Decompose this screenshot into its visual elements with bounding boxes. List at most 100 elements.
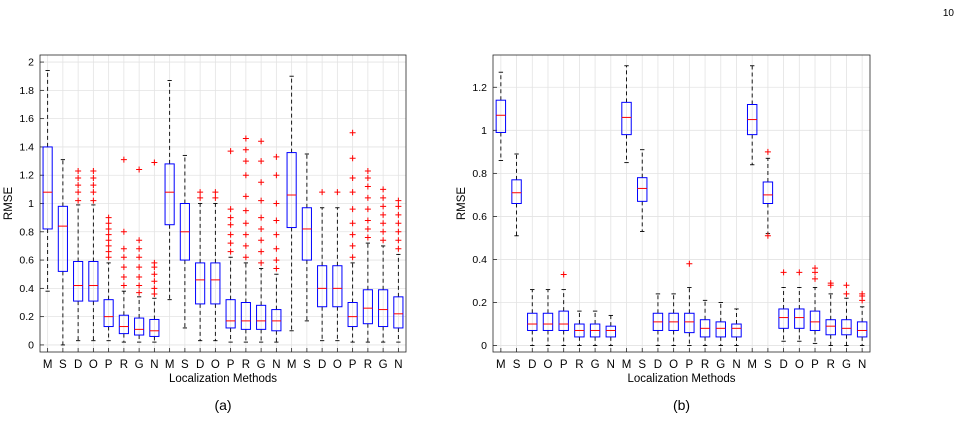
outlier-marker xyxy=(151,278,158,285)
box-iqr xyxy=(495,99,507,133)
box-N xyxy=(393,197,404,343)
outlier-marker xyxy=(349,189,356,196)
outlier-marker xyxy=(227,240,234,247)
box-iqr xyxy=(57,205,68,272)
outlier-marker xyxy=(395,203,402,210)
outlier-marker xyxy=(242,158,249,165)
outlier-marker xyxy=(319,189,326,196)
outlier-marker xyxy=(136,245,143,252)
outlier-marker xyxy=(395,228,402,235)
box-R xyxy=(574,310,585,346)
outlier-marker xyxy=(212,189,219,196)
x-tick-label: P xyxy=(811,359,819,371)
outlier-marker xyxy=(258,225,265,232)
outlier-marker xyxy=(136,274,143,281)
box-M xyxy=(42,70,53,292)
outlier-marker xyxy=(395,237,402,244)
y-tick-label: 0.2 xyxy=(19,311,34,323)
outlier-marker xyxy=(151,259,158,266)
box-iqr xyxy=(362,289,373,325)
box-iqr xyxy=(825,319,836,336)
x-tick-label: S xyxy=(513,359,521,371)
x-tick-label: N xyxy=(732,359,740,371)
x-tick-label: M xyxy=(496,359,506,371)
box-iqr xyxy=(542,312,554,331)
box-D xyxy=(652,293,664,346)
outlier-marker xyxy=(258,179,265,186)
box-iqr xyxy=(317,265,328,308)
outlier-marker xyxy=(105,214,112,221)
box-iqr xyxy=(347,302,358,328)
y-tick-label: 1.4 xyxy=(19,141,34,153)
y-tick-label: 2 xyxy=(28,57,34,69)
box-iqr xyxy=(256,304,267,330)
x-tick-label: G xyxy=(591,359,600,371)
x-tick-label: G xyxy=(716,359,725,371)
box-iqr xyxy=(558,310,569,331)
outlier-marker xyxy=(227,148,234,155)
outlier-marker xyxy=(136,289,143,296)
outlier-marker xyxy=(349,220,356,227)
outlier-marker xyxy=(120,228,127,235)
plot-area xyxy=(493,55,870,352)
y-tick-label: 0 xyxy=(481,340,487,352)
outlier-marker xyxy=(796,269,803,276)
box-iqr xyxy=(794,308,805,329)
outlier-marker xyxy=(105,254,112,261)
outlier-marker xyxy=(380,237,387,244)
outlier-marker xyxy=(380,220,387,227)
x-tick-label: P xyxy=(349,359,357,371)
x-tick-label: R xyxy=(242,359,250,371)
outlier-marker xyxy=(258,248,265,255)
outlier-marker xyxy=(120,274,127,281)
box-iqr xyxy=(527,312,538,331)
outlier-marker xyxy=(120,245,127,252)
box-O xyxy=(210,189,221,342)
box-iqr xyxy=(286,152,297,229)
outlier-marker xyxy=(364,194,371,201)
box-R xyxy=(118,156,129,343)
box-S xyxy=(637,149,648,232)
outlier-marker xyxy=(258,259,265,266)
box-iqr xyxy=(605,325,617,338)
outlier-marker xyxy=(242,135,249,142)
outlier-marker xyxy=(227,231,234,238)
outlier-marker xyxy=(75,175,82,182)
x-tick-label: O xyxy=(544,359,553,371)
box-D xyxy=(195,189,206,342)
axes-frame xyxy=(39,54,407,353)
box-P xyxy=(347,129,358,343)
outlier-marker xyxy=(197,194,204,201)
x-tick-label: S xyxy=(181,359,189,371)
box-G xyxy=(715,302,726,346)
outlier-marker xyxy=(120,282,127,289)
box-R xyxy=(362,167,373,343)
y-tick-label: 0.6 xyxy=(19,255,34,267)
x-tick-label: P xyxy=(105,359,113,371)
outlier-marker xyxy=(242,207,249,214)
outlier-marker xyxy=(105,220,112,227)
outlier-marker xyxy=(364,206,371,213)
box-P xyxy=(103,214,114,342)
x-tick-label: O xyxy=(89,359,98,371)
outlier-marker xyxy=(859,290,866,297)
box-iqr xyxy=(778,308,789,329)
x-tick-label: P xyxy=(227,359,235,371)
x-tick-label: G xyxy=(842,359,851,371)
box-R xyxy=(240,135,251,343)
y-axis-label: RMSE xyxy=(456,187,468,221)
outlier-marker xyxy=(90,167,97,174)
box-M xyxy=(495,71,507,161)
outlier-marker xyxy=(380,228,387,235)
box-P xyxy=(809,265,821,344)
outlier-marker xyxy=(151,159,158,166)
chart-panel-a: 00.20.40.60.811.21.41.61.82M S D O P R G N M S D O P… xyxy=(3,54,407,413)
y-tick-label: 0.6 xyxy=(472,211,487,223)
outlier-marker xyxy=(273,245,280,252)
x-tick-label: S xyxy=(303,359,311,371)
x-tick-label: M xyxy=(165,359,175,371)
x-tick-label: S xyxy=(59,359,67,371)
outlier-marker xyxy=(273,231,280,238)
box-O xyxy=(88,167,99,342)
x-tick-label: N xyxy=(150,359,158,371)
